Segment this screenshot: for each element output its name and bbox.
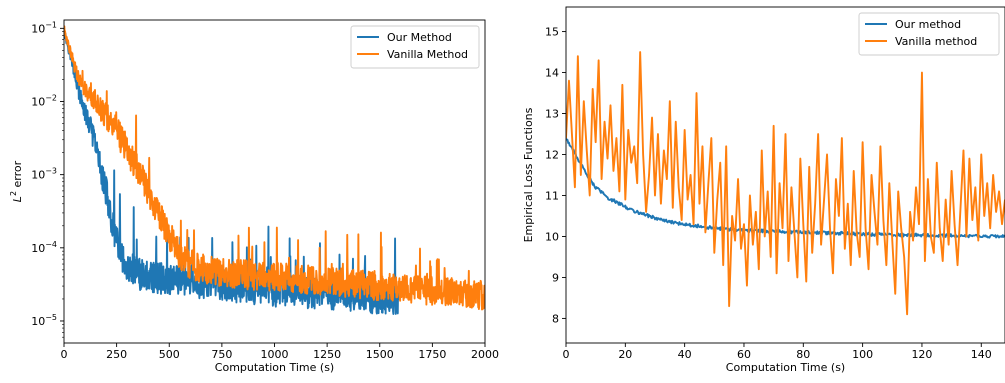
x-tick-label: 40 <box>678 348 692 361</box>
x-tick-label: 20 <box>618 348 632 361</box>
series-line-vanilla-method <box>566 51 1005 316</box>
x-tick-label: 1250 <box>313 348 341 361</box>
y-tick-label: 10−1 <box>31 20 57 35</box>
x-tick-label: 250 <box>106 348 127 361</box>
y-tick-label: 12 <box>545 149 559 162</box>
x-tick-label: 80 <box>796 348 810 361</box>
legend-label: Our Method <box>387 31 452 44</box>
right-chart-panel: 0 20 40 60 80 100 120 140 8 9 10 11 12 13 14 15 Computat… <box>522 6 1005 374</box>
y-axis-label: Empirical Loss Functions <box>522 107 535 242</box>
legend-frame <box>350 25 480 69</box>
y-tick-label: 13 <box>545 108 559 121</box>
x-tick-label: 1000 <box>261 348 289 361</box>
y-axis-label: L2 error <box>9 160 24 202</box>
y-tick-label: 10−3 <box>31 167 57 182</box>
legend-label: Vanilla method <box>895 35 977 48</box>
y-tick-label: 10−4 <box>31 240 57 255</box>
x-tick-label: 750 <box>211 348 232 361</box>
y-tick-label: 10−2 <box>31 93 57 108</box>
legend-frame <box>858 12 1000 56</box>
x-tick-label: 60 <box>737 348 751 361</box>
x-tick-label: 2000 <box>471 348 499 361</box>
legend-label: Vanilla Method <box>387 48 468 61</box>
series-layer <box>566 51 1005 316</box>
series-layer <box>64 25 485 315</box>
y-tick-label: 8 <box>552 312 559 325</box>
x-tick-label: 0 <box>563 348 570 361</box>
y-tick-label: 11 <box>545 189 559 202</box>
series-line-our-method <box>566 137 1005 239</box>
y-tick-label: 10−5 <box>31 313 57 328</box>
x-axis-label: Computation Time (s) <box>215 361 334 374</box>
legend: Our method Vanilla method <box>858 12 1000 56</box>
y-tick-label: 9 <box>552 271 559 284</box>
axes-frame <box>565 6 1005 344</box>
x-tick-label: 0 <box>61 348 68 361</box>
x-tick-label: 500 <box>159 348 180 361</box>
series-line-vanilla-method <box>64 25 485 311</box>
x-tick-label: 1500 <box>366 348 394 361</box>
x-tick-label: 1750 <box>418 348 446 361</box>
left-chart-panel: 0 250 500 750 1000 1250 1500 1750 2000 10−5 10−4 10… <box>9 19 499 374</box>
x-tick-label: 120 <box>911 348 932 361</box>
legend-label: Our method <box>895 18 961 31</box>
legend: Our Method Vanilla Method <box>350 25 480 69</box>
y-tick-label: 10 <box>545 230 559 243</box>
y-tick-label: 14 <box>545 67 559 80</box>
x-axis-label: Computation Time (s) <box>726 361 845 374</box>
y-tick-label: 15 <box>545 26 559 39</box>
x-tick-label: 140 <box>971 348 992 361</box>
x-tick-label: 100 <box>852 348 873 361</box>
